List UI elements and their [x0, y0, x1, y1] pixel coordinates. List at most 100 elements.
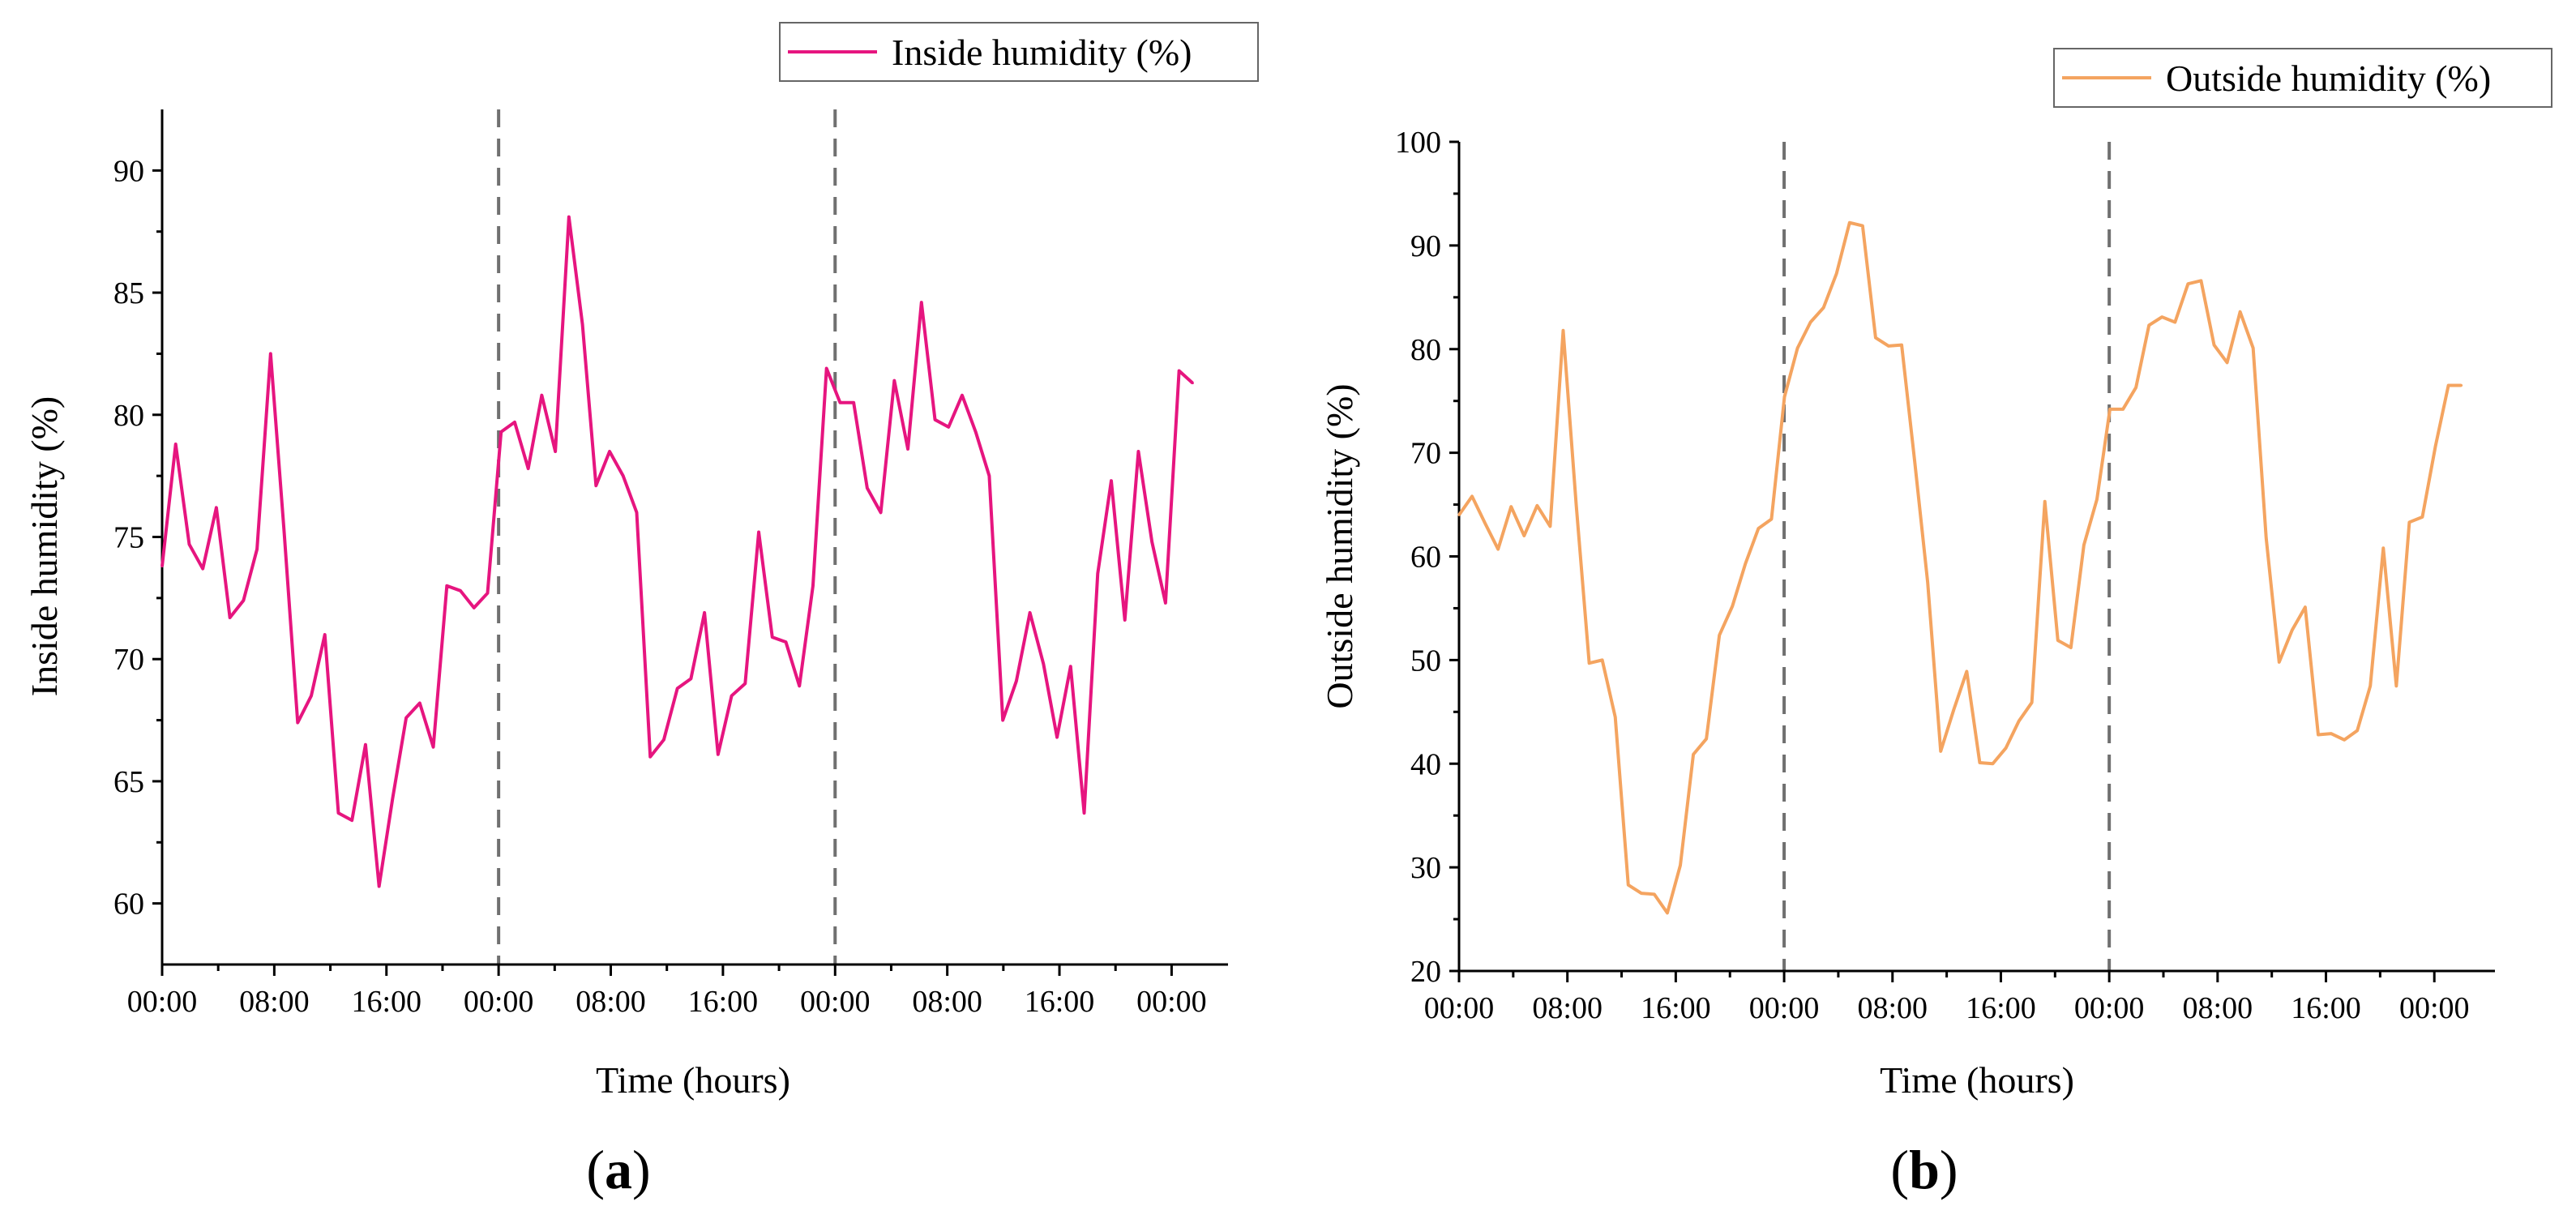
x-tick-label: 00:00: [127, 985, 198, 1019]
data-point: [676, 686, 679, 690]
x-tick-label: 00:00: [1424, 991, 1495, 1025]
y-tick-label: 65: [113, 765, 144, 799]
data-point: [1150, 541, 1153, 544]
data-point: [1835, 272, 1838, 275]
data-point: [1015, 679, 1018, 682]
data-point: [1178, 370, 1181, 373]
data-point: [1083, 811, 1086, 815]
data-point: [1614, 716, 1617, 719]
data-point: [1535, 504, 1538, 507]
data-point: [418, 701, 421, 704]
data-point: [2381, 546, 2385, 550]
data-point: [174, 443, 178, 446]
data-point: [920, 301, 923, 304]
data-point: [350, 819, 353, 822]
data-point: [323, 633, 327, 636]
panel-letter: a: [605, 1139, 632, 1200]
data-point: [2252, 346, 2255, 349]
data-point: [201, 567, 204, 571]
data-point: [1055, 736, 1059, 739]
data-point: [1457, 513, 1461, 516]
data-point: [1848, 221, 1851, 225]
data-point: [1575, 503, 1578, 507]
y-tick-label: 60: [1410, 541, 1441, 575]
data-point: [1096, 572, 1099, 575]
data-point: [2121, 408, 2125, 411]
data-point: [404, 716, 408, 720]
data-point: [1757, 527, 1760, 530]
legend-box: [779, 22, 1259, 82]
x-axis-title: Time (hours): [596, 1059, 790, 1101]
data-point: [1561, 329, 1564, 332]
data-point: [1952, 708, 1955, 712]
data-point: [2407, 520, 2411, 524]
data-point: [866, 486, 869, 490]
x-tick-label: 08:00: [1857, 991, 1928, 1025]
data-point: [215, 506, 218, 509]
data-point: [1653, 892, 1656, 896]
data-point: [1627, 883, 1630, 887]
data-point: [2460, 384, 2463, 387]
y-axis-title: Inside humidity (%): [24, 396, 65, 697]
data-point: [2186, 282, 2189, 285]
data-point: [1809, 321, 1812, 324]
data-point: [283, 530, 286, 533]
data-point: [2147, 323, 2150, 327]
y-tick-label: 50: [1410, 644, 1441, 678]
x-tick-label: 00:00: [2399, 991, 2470, 1025]
x-tick-label: 16:00: [1641, 991, 1711, 1025]
data-point: [1705, 738, 1708, 741]
data-point: [432, 746, 435, 749]
data-point: [499, 430, 503, 434]
data-point: [892, 379, 896, 383]
series-group: [160, 215, 1194, 888]
data-point: [2212, 344, 2215, 347]
legend-label: Inside humidity (%): [892, 32, 1192, 73]
data-point: [2199, 279, 2202, 282]
y-tick-label: 90: [1410, 229, 1441, 263]
x-tick-label: 16:00: [1966, 991, 2036, 1025]
data-point: [2069, 646, 2073, 649]
y-tick-label: 85: [113, 276, 144, 310]
data-point: [1640, 892, 1643, 895]
data-point: [2343, 738, 2346, 742]
y-tick-label: 75: [113, 521, 144, 555]
data-point: [2134, 386, 2137, 389]
data-point: [1029, 611, 1032, 614]
data-point: [2265, 536, 2268, 539]
data-point: [1164, 601, 1167, 605]
data-point: [852, 401, 855, 404]
data-point: [336, 811, 340, 815]
data-point: [879, 511, 883, 514]
data-point: [771, 635, 774, 639]
data-point: [798, 684, 801, 687]
data-point: [825, 367, 828, 370]
data-point: [2005, 746, 2008, 750]
x-tick-label: 00:00: [464, 985, 534, 1019]
data-point: [1191, 382, 1194, 385]
data-point: [594, 484, 597, 487]
data-point: [242, 599, 245, 602]
data-point: [1042, 662, 1045, 665]
data-point: [2095, 498, 2099, 501]
chart-panel-b: 20 30 40 50 60 70 80 90 100 00:00 08:00 16:00 00:00 0…: [1319, 48, 2552, 1200]
data-point: [1731, 605, 1734, 608]
data-point: [934, 418, 937, 421]
axes: 20 30 40 50 60 70 80 90 100 00:00 08:00 16:00 00:00 0…: [1395, 126, 2495, 1025]
data-point: [378, 885, 381, 888]
data-point: [1692, 753, 1695, 756]
panel-letter: b: [1909, 1139, 1940, 1200]
data-point: [1991, 762, 1994, 765]
data-point: [1601, 658, 1604, 661]
panel-label-a: (a): [586, 1139, 650, 1200]
data-point: [1965, 669, 1968, 673]
y-axis-title: Outside humidity (%): [1319, 383, 1360, 708]
x-tick-label: 00:00: [1136, 985, 1207, 1019]
data-point: [2160, 315, 2163, 319]
data-point: [1509, 505, 1513, 508]
data-point: [2356, 729, 2359, 732]
data-point: [486, 592, 489, 595]
x-tick-label: 08:00: [1532, 991, 1603, 1025]
x-tick-label: 00:00: [2074, 991, 2145, 1025]
